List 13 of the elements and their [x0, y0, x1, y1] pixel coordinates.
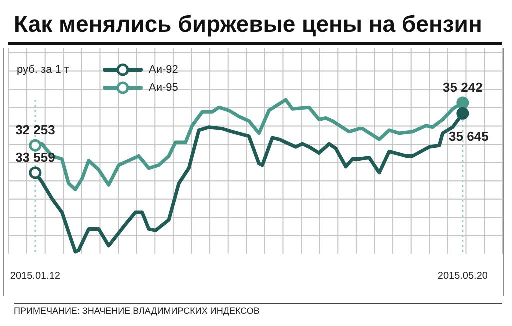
annotation: 35 645 [449, 128, 489, 144]
annotation: 35 242 [443, 80, 483, 96]
text: ПРИМЕЧАНИЕ: ЗНАЧЕНИЕ ВЛАДИМИРСКИХ ИНДЕКСОВ [14, 303, 502, 316]
point [456, 96, 470, 110]
annotation: 33 559 [16, 150, 56, 166]
chart-title: Как менялись биржевые цены на бензин [8, 6, 502, 45]
point [456, 107, 470, 120]
legend-label: Аи-95 [149, 82, 178, 94]
y-axis-title: руб. за 1 т [17, 64, 70, 76]
legend-label: Аи-92 [149, 64, 178, 76]
annotation: 32 253 [16, 122, 56, 138]
x-tick-label: 2015.05.20 [438, 270, 488, 282]
x-tick-label: 2015.01.12 [10, 270, 61, 282]
